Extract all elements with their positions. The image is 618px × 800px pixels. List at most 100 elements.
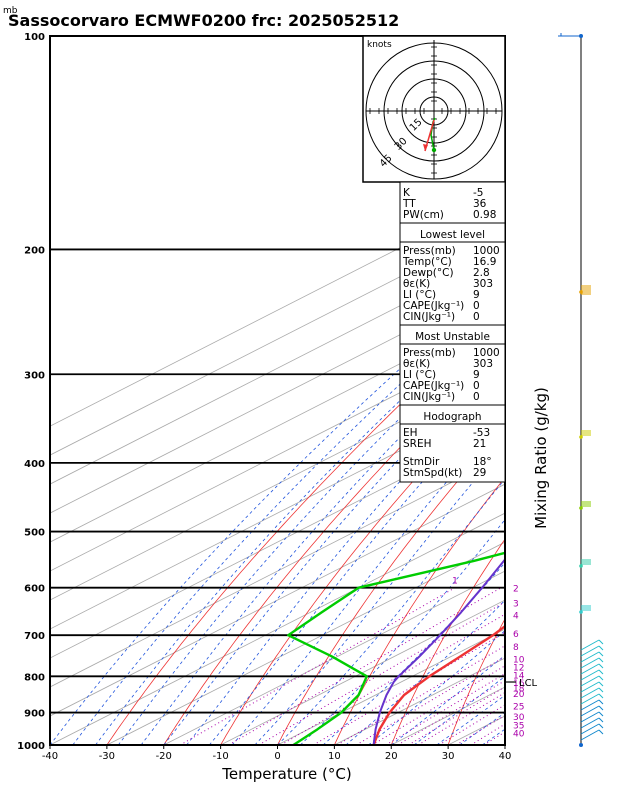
profile-line-1 xyxy=(287,551,505,745)
index-value: 303 xyxy=(473,278,493,290)
temperature-tick-label: 0 xyxy=(274,751,280,762)
index-label: CIN(Jkg⁻¹) xyxy=(403,311,455,323)
index-value: 16.9 xyxy=(473,256,496,268)
mixing-ratio-label: 10 xyxy=(513,655,525,665)
index-value: 2.8 xyxy=(473,267,490,279)
index-label: K xyxy=(403,187,411,199)
index-label: StmDir xyxy=(403,456,440,468)
wind-barb xyxy=(580,717,600,729)
isotherm-line xyxy=(50,483,505,717)
wind-barb xyxy=(598,717,604,723)
pressure-tick-label: 400 xyxy=(24,459,45,470)
wind-barb-profile xyxy=(558,33,604,747)
isotherm-line xyxy=(50,367,505,601)
index-value: 1000 xyxy=(473,347,500,359)
dry-adiabat-line xyxy=(562,36,618,745)
pressure-tick-label: 1000 xyxy=(17,741,45,752)
pressure-axis: 1000 900 800 700 600 500 400 300 200 100 xyxy=(17,32,45,752)
wind-barb xyxy=(598,681,604,687)
wind-barb xyxy=(580,729,600,741)
wind-barb-point xyxy=(579,34,583,38)
mixing-ratio-line xyxy=(470,723,505,745)
isotherm-line xyxy=(50,280,505,514)
index-value: 36 xyxy=(473,198,487,210)
moist-adiabat-line xyxy=(72,288,505,745)
dry-adiabat-line xyxy=(163,341,505,745)
moist-adiabat-line xyxy=(95,302,505,745)
index-value: 29 xyxy=(473,467,486,479)
index-value: 21 xyxy=(473,438,486,450)
dry-adiabat-line xyxy=(447,618,505,745)
x-axis-label: Temperature (°C) xyxy=(221,765,351,783)
pressure-tick-label: 100 xyxy=(24,32,45,43)
wind-barb-point xyxy=(579,435,583,439)
index-label: StmSpd(kt) xyxy=(403,467,462,479)
isotherm-line xyxy=(50,193,505,427)
wind-barb xyxy=(598,657,604,663)
mixing-ratio-label: 25 xyxy=(513,703,524,713)
wind-barb xyxy=(580,711,600,723)
index-value: -53 xyxy=(473,427,490,439)
isotherm-lines xyxy=(50,193,505,745)
temperature-tick-label: 40 xyxy=(499,751,512,762)
wind-barb xyxy=(598,693,604,699)
index-value: 18° xyxy=(473,456,492,468)
section-hodograph-title: Hodograph xyxy=(423,411,481,423)
isotherm-line xyxy=(50,512,505,745)
mixing-ratio-label: 6 xyxy=(513,630,519,640)
index-value: 303 xyxy=(473,358,493,370)
wind-barb xyxy=(580,651,600,663)
wind-barb xyxy=(598,639,604,645)
index-label: CIN(Jkg⁻¹) xyxy=(403,391,455,403)
temperature-tick-label: -30 xyxy=(99,751,115,762)
index-label: CAPE(Jkg⁻¹) xyxy=(403,380,464,392)
wind-barb xyxy=(580,693,600,705)
mixing-ratio-label: 20 xyxy=(513,690,525,700)
temperature-tick-label: 10 xyxy=(328,751,341,762)
index-label: SREH xyxy=(403,438,432,450)
wind-barb xyxy=(598,723,604,729)
isotherm-line xyxy=(50,251,505,485)
mixing-ratio-label: 14 xyxy=(513,671,525,681)
temperature-axis: -40 -30 -20 -10 0 10 20 30 40 xyxy=(42,745,512,762)
moist-adiabat-line xyxy=(345,599,505,745)
pressure-tick-label: 200 xyxy=(24,245,45,256)
hodograph-ticks xyxy=(369,46,497,174)
mixing-ratio-label: 40 xyxy=(513,729,525,739)
wind-barb xyxy=(598,729,604,735)
index-value: 0 xyxy=(473,311,480,323)
wind-barb-point xyxy=(579,506,583,510)
wind-barb xyxy=(598,669,604,675)
wind-barb xyxy=(580,705,600,717)
profile-line-2 xyxy=(372,557,505,745)
index-label: EH xyxy=(403,427,418,439)
dry-adiabat-line xyxy=(390,538,505,745)
sounding-profiles xyxy=(287,551,505,745)
section-most-unstable-title: Most Unstable xyxy=(415,331,490,343)
wind-barb xyxy=(598,651,604,657)
index-value: 0.98 xyxy=(473,209,496,221)
moist-adiabat-line xyxy=(140,333,505,745)
wind-barb xyxy=(580,687,600,699)
lcl-label: LCL xyxy=(519,678,538,689)
mixing-ratio-label: 18 xyxy=(513,685,525,695)
index-label: LI (°C) xyxy=(403,369,436,381)
mixing-ratio-label: 12 xyxy=(513,664,524,674)
mixing-ratio-label: 35 xyxy=(513,721,524,731)
mixing-ratio-line xyxy=(455,714,505,745)
indices-panel: K -5 TT 36 PW(cm) 0.98 Lowest level Press(mb) 10… xyxy=(399,181,506,483)
mixing-ratio-line xyxy=(483,731,505,745)
mixing-ratio-label: 2 xyxy=(513,585,519,595)
hodograph-unit: knots xyxy=(367,40,392,50)
index-value: 9 xyxy=(473,289,480,301)
temperature-tick-label: 20 xyxy=(385,751,398,762)
index-label: PW(cm) xyxy=(403,209,444,221)
index-value: 9 xyxy=(473,369,480,381)
index-label: θε(K) xyxy=(403,278,430,290)
wind-barb xyxy=(598,711,604,717)
storm-motion-arrowhead xyxy=(423,144,428,151)
isotherm-line xyxy=(50,396,505,630)
